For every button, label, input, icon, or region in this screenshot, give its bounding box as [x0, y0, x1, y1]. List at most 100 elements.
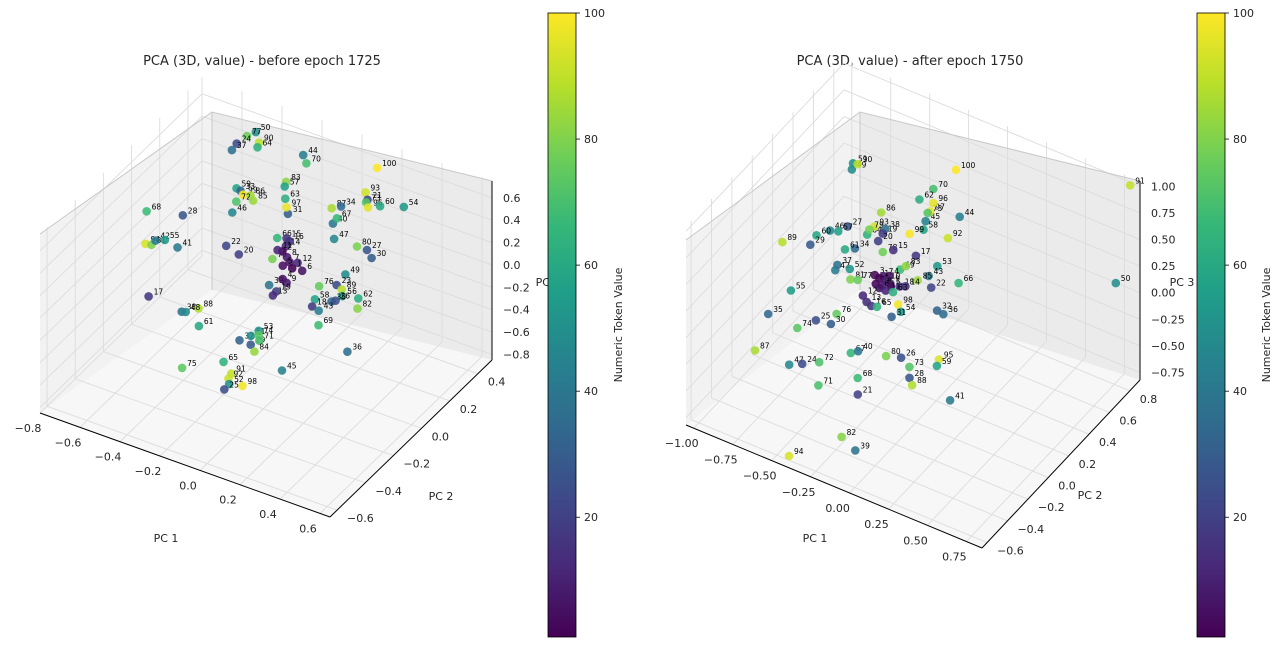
- grid-line-x-floor: [966, 373, 1125, 542]
- point-87: [327, 203, 337, 213]
- point-90: [853, 159, 862, 169]
- grid-line-z-left: [39, 250, 203, 408]
- grid-line-x-floor: [927, 357, 1086, 526]
- point-label-15: 15: [898, 241, 908, 250]
- x-tick-label: −0.50: [743, 470, 777, 483]
- point-label-16: 16: [294, 232, 304, 241]
- x-tick-label: −0.2: [135, 465, 162, 478]
- point-label-21: 21: [863, 386, 873, 395]
- colorbar-tick-label: 60: [1233, 259, 1247, 272]
- point-58: [310, 295, 320, 304]
- point-label-33: 33: [246, 182, 256, 191]
- y-tick-mark: [365, 483, 370, 486]
- point-71: [814, 381, 823, 390]
- point-label-61: 61: [204, 317, 214, 326]
- point-50: [1111, 278, 1121, 288]
- z-ticks-after: −0.75 −0.50 −0.25 0.00 0.25 0.50 0.75 1.00: [1151, 180, 1185, 379]
- point-label-10: 10: [891, 272, 901, 281]
- point-label-13: 13: [278, 286, 288, 295]
- y-axis-line-before: [329, 359, 493, 518]
- point-label-64: 64: [872, 226, 882, 235]
- grid-line-z-left: [685, 196, 845, 365]
- point-label-8: 8: [887, 276, 892, 285]
- y-tick-label: −0.6: [997, 545, 1024, 558]
- point-20: [234, 250, 244, 259]
- point-label-80: 80: [362, 238, 372, 247]
- point-label-20: 20: [244, 245, 254, 254]
- point-label-94: 94: [794, 447, 804, 456]
- point-25: [220, 385, 229, 394]
- point-label-34: 34: [346, 197, 356, 206]
- point-73: [923, 208, 932, 218]
- point-label-69: 69: [905, 261, 915, 270]
- grid-line-z-left: [39, 227, 203, 386]
- colorbar-tick-label: 60: [584, 259, 598, 272]
- colorbar-gradient-after: [1196, 12, 1226, 638]
- point-label-18: 18: [317, 298, 327, 307]
- point-51: [246, 331, 256, 341]
- point-label-29: 29: [815, 236, 825, 245]
- grid-line-x-floor: [771, 292, 931, 461]
- grid-line-y-floor: [75, 378, 366, 484]
- point-58: [919, 225, 928, 234]
- point-label-28: 28: [188, 206, 198, 215]
- point-81: [846, 275, 855, 284]
- point-66: [954, 278, 963, 288]
- point-label-6: 6: [307, 262, 312, 271]
- point-label-60: 60: [822, 226, 832, 235]
- point-30: [826, 319, 836, 329]
- x-tick-mark: [156, 456, 160, 460]
- x-tick-mark: [36, 413, 40, 417]
- point-label-58: 58: [929, 221, 939, 230]
- point-label-5: 5: [288, 257, 293, 266]
- point-56: [338, 291, 347, 301]
- grid-line-z-right: [843, 195, 1141, 320]
- z-tick-label: 0.0: [503, 259, 521, 272]
- grid-line-z-right: [201, 205, 493, 311]
- scatter-points-after: 4951901007062458644976473969358994679926…: [750, 154, 1145, 461]
- point-14: [901, 282, 910, 291]
- point-label-58: 58: [320, 290, 330, 299]
- x-tick-mark: [196, 470, 200, 474]
- z-tick-label: −0.8: [503, 348, 530, 361]
- point-79: [268, 254, 277, 264]
- point-label-66: 66: [964, 274, 974, 283]
- point-label-77: 77: [252, 127, 262, 136]
- point-72: [814, 357, 824, 367]
- point-96: [363, 203, 373, 212]
- point-label-41: 41: [955, 391, 965, 400]
- point-86: [876, 208, 886, 217]
- point-17: [144, 292, 153, 301]
- point-label-65: 65: [882, 298, 892, 307]
- point-57: [280, 182, 290, 191]
- x-tick-mark: [690, 428, 694, 432]
- x-tick-mark: [316, 513, 320, 517]
- colorbar-tick-label: 20: [584, 511, 598, 524]
- point-label-31: 31: [897, 308, 907, 317]
- point-label-64: 64: [263, 138, 273, 147]
- y-axis-label-after: PC 2: [1078, 489, 1103, 502]
- point-label-97: 97: [292, 198, 302, 207]
- colorbar-tick-label: 100: [1233, 7, 1254, 20]
- point-label-90: 90: [264, 134, 274, 143]
- grid-line-z-left: [685, 142, 845, 312]
- z-tick-label: −0.4: [503, 304, 530, 317]
- point-label-32: 32: [942, 302, 952, 311]
- point-54: [399, 202, 409, 212]
- point-39: [851, 446, 860, 455]
- point-label-27: 27: [372, 241, 382, 250]
- colorbar-tick-label: 80: [584, 133, 598, 146]
- grid-line-x-floor: [279, 341, 443, 500]
- point-70: [929, 184, 938, 194]
- point-label-80: 80: [891, 347, 901, 356]
- grid-line-y-floor: [46, 405, 338, 511]
- x-tick-mark: [236, 485, 240, 489]
- point-72: [232, 197, 241, 206]
- x-ticks-after: −1.00 −0.75 −0.50 −0.25 0.00 0.25 0.50 0.75: [665, 428, 967, 563]
- point-35: [763, 309, 773, 319]
- point-label-76: 76: [324, 277, 334, 286]
- point-label-77: 77: [863, 271, 873, 280]
- point-label-5: 5: [896, 278, 901, 287]
- point-label-52: 52: [234, 375, 244, 384]
- z-tick-label: 0.50: [1151, 234, 1176, 247]
